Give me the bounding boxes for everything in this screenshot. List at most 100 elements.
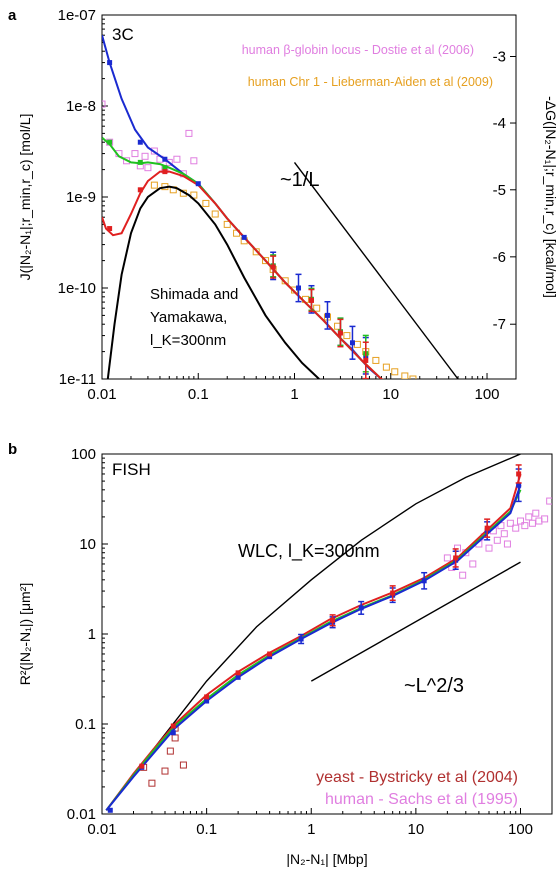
panel-b-y-tick-label: 0.1 (75, 716, 96, 733)
panel-b-data-marker (358, 605, 364, 611)
panel-a-data-marker (270, 264, 276, 270)
panel-b-y-ticks: 0.01 0.1 1 10 100 (67, 446, 108, 823)
panel-b-scatter-point (179, 761, 187, 769)
panel-b-scatter-point (493, 536, 501, 544)
panel-a-scatter-point (211, 210, 219, 218)
panel-b-y-tick-label: 10 (79, 536, 96, 553)
panel-b-data-marker (298, 636, 304, 642)
panel-b-series-line (105, 473, 522, 811)
panel-b-data-marker (204, 698, 210, 704)
panel-b-scatter-point (166, 747, 174, 755)
panel-b-data-marker (267, 651, 273, 657)
panel-b-plot-area (105, 454, 552, 813)
panel-a-y-tick-label: 1e-8 (66, 98, 96, 115)
panel-a-y2-label: -ΔG(|N₂-N₁|;r_min,r_c) [kcal/mol] (543, 96, 558, 298)
annotation-inverse-L: ~1/L (280, 169, 319, 191)
panel-a-scatter-point (372, 356, 380, 364)
panel-b-scatter-point (485, 544, 493, 552)
panel-a-data-marker (137, 159, 143, 165)
panel-a-y-tick-label: 1e-07 (58, 7, 96, 24)
panel-a-scatter-point (202, 199, 210, 207)
panel-a-data-marker (107, 226, 113, 232)
panel-b-x-tick-label: 100 (508, 821, 533, 838)
panel-a-scatter-point (353, 340, 361, 348)
panel-a-x-tick-label: 0.01 (87, 386, 116, 403)
panel-b-inset-title: FISH (112, 460, 151, 479)
panel-a-inset-title: 3C (112, 25, 134, 44)
panel-a-legend-lieberman: human Chr 1 - Lieberman-Aiden et al (200… (248, 75, 493, 89)
panel-a-y-label: J(|N₂-N₁|;r_min,r_c) [mol/L] (17, 114, 33, 281)
panel-a-x-tick-label: 0.1 (188, 386, 209, 403)
panel-a-data-marker (162, 156, 168, 162)
panel-a-x-ticks: 0.01 0.1 1 10 100 (87, 373, 517, 403)
annotation-shimada-2: Yamakawa, (150, 309, 227, 326)
panel-a-label: a (8, 7, 17, 24)
panel-a-scatter-point (391, 368, 399, 376)
panel-b-scatter-point (512, 524, 520, 532)
panel-a-legend-dostie: human β-globin locus - Dostie et al (200… (242, 43, 474, 57)
panel-b-scatter-point (525, 513, 533, 521)
panel-b-scatter-point (546, 497, 552, 505)
panel-b-x-tick-label: 0.1 (196, 821, 217, 838)
panel-b-data-marker (453, 555, 459, 561)
panel-b-data-marker (516, 482, 522, 488)
panel-a-scatter-point (382, 363, 390, 371)
panel-b-scatter-point (517, 517, 525, 525)
panel-b-series-line (105, 484, 522, 811)
panel-a-scatter-point (102, 100, 106, 108)
panel-a-plot-area (102, 34, 459, 379)
panel-b-x-tick-label: 0.01 (87, 821, 116, 838)
panel-b-scatter-point (171, 734, 179, 742)
panel-b-frame (101, 453, 553, 815)
panel-b-scatter-point (528, 519, 536, 527)
panel-a-y2-tick-label: -5 (493, 182, 506, 199)
panel-b-scatter-point (161, 767, 169, 775)
panel-a-data-marker (241, 234, 247, 240)
panel-a-y-tick-label: 1e-9 (66, 189, 96, 206)
panel-b-series-line (105, 489, 522, 811)
panel-a-data-marker (195, 181, 201, 187)
panel-a-data-marker (308, 297, 314, 303)
annotation-wlc: WLC, l_K=300nm (238, 541, 380, 562)
panel-a-scatter-point (252, 248, 260, 256)
panel-b-scatter-point (541, 515, 549, 523)
panel-a-scatter-point (401, 372, 409, 379)
panel-b-scatter-point (503, 540, 511, 548)
panel-a-series-line (106, 185, 320, 379)
panel-b-scatter-point (459, 571, 467, 579)
panel-b-data-marker (390, 590, 396, 596)
panel-b-legend-human: human - Sachs et al (1995) (325, 791, 518, 808)
panel-a-reference-line (293, 161, 459, 379)
panel-b-legend-yeast: yeast - Bystricky et al (2004) (316, 769, 518, 786)
panel-b-scatter-point (506, 519, 514, 527)
panel-b-x-tick-label: 10 (408, 821, 425, 838)
panel-a-scatter-point (165, 158, 173, 166)
panel-a-scatter-point (185, 129, 193, 137)
panel-a-data-marker (162, 165, 168, 171)
panel-a-scatter-point (190, 191, 198, 199)
panel-b-y-tick-label: 100 (71, 446, 96, 463)
panel-a-scatter-point (131, 150, 139, 158)
panel-b-scatter-point (532, 509, 540, 517)
panel-a-scatter-point (262, 257, 270, 265)
panel-a-y-ticks: 1e-11 1e-10 1e-9 1e-8 1e-07 (58, 7, 108, 388)
panel-b-data-marker (139, 763, 145, 769)
panel-b-scatter-point (500, 530, 508, 538)
panel-b-data-marker (170, 730, 176, 736)
panel-b-scatter-point (469, 560, 477, 568)
panel-a-scatter-point (190, 157, 198, 165)
panel-a-data-marker (107, 60, 113, 66)
panel-a-y2-tick-label: -6 (493, 249, 506, 266)
panel-a-series-line (102, 170, 384, 379)
panel-a-scatter-point (141, 152, 149, 160)
panel-a-data-marker (295, 285, 301, 291)
panel-b-data-marker (484, 525, 490, 531)
panel-b-x-label: |N₂-N₁| [Mbp] (286, 851, 367, 867)
panel-a-scatter-point (313, 304, 321, 312)
panel-a-x-tick-label: 100 (475, 386, 500, 403)
panel-a-scatter-point (144, 164, 152, 172)
panel-a-scatter-point (409, 375, 417, 379)
panel-a-data-marker (137, 187, 143, 193)
panel-a-x-tick-label: 1 (290, 386, 298, 403)
panel-b-data-marker (516, 471, 522, 477)
